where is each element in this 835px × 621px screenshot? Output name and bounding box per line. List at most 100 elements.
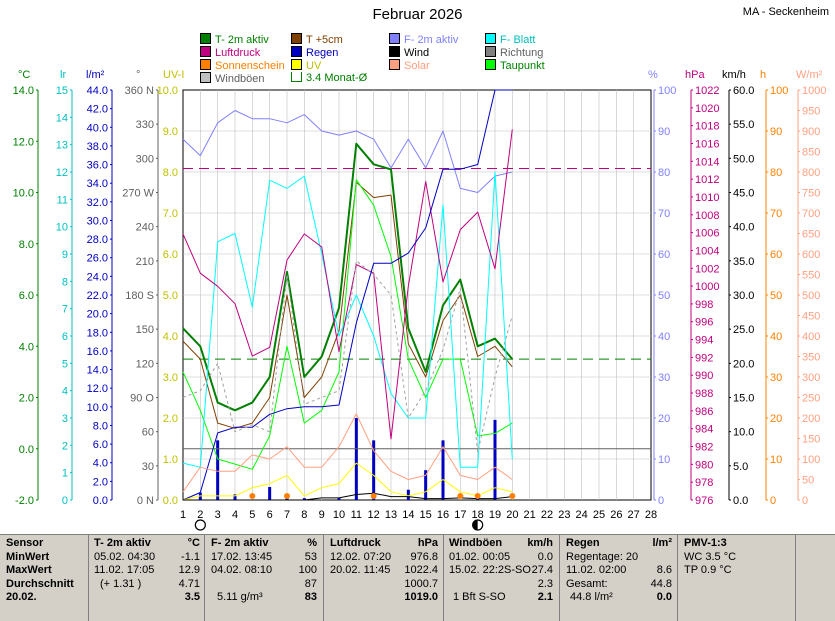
axis-label-solar: 850 — [802, 147, 820, 159]
axis-label-temp: 6.0 — [19, 290, 34, 302]
axis-label-press: 1002 — [695, 263, 719, 275]
axis-label-press: 998 — [695, 299, 713, 311]
legend-label: Wind — [404, 47, 430, 59]
legend-label: Richtung — [500, 47, 544, 59]
legend-item: Solar — [389, 59, 430, 72]
rain-bar — [406, 489, 410, 500]
axis-label-rain: 10.0 — [87, 402, 108, 414]
axis-label-solar: 50 — [802, 475, 814, 487]
axis-label-rain: 0.0 — [93, 495, 108, 507]
axis-label-solar: 950 — [802, 106, 820, 118]
axis-label-lr: 15 — [56, 85, 68, 97]
axis-label-lr: 3 — [62, 413, 68, 425]
pmv-tp: TP 0.9 °C — [684, 564, 732, 576]
axis-label-uv: 10.0 — [157, 85, 178, 97]
x-tick-label: 8 — [301, 509, 307, 521]
legend-swatch — [485, 46, 496, 57]
x-tick-label: 13 — [385, 509, 397, 521]
axis-label-temp: 2.0 — [19, 393, 34, 405]
x-tick-label: 15 — [420, 509, 432, 521]
x-tick-label: 21 — [524, 509, 536, 521]
axis-label-uv: 1.0 — [163, 454, 178, 466]
axis-label-lr: 14 — [56, 112, 68, 124]
summary-table: Sensor MinWert MaxWert Durchschnitt 20.0… — [0, 534, 835, 621]
axis-label-temp: 4.0 — [19, 341, 34, 353]
temp-today: 3.5 — [184, 591, 200, 603]
axis-label-wind: 20.0 — [733, 358, 754, 370]
axis-label-dir: 300 — [136, 153, 154, 165]
legend-item: 3.4 Monat-Ø — [291, 72, 367, 84]
axis-label-rain: 44.0 — [87, 85, 108, 97]
legend-item: Windböen — [200, 72, 265, 85]
axis-label-solar: 900 — [802, 126, 820, 138]
axis-label-hum: 40 — [658, 331, 670, 343]
axis-label-press: 980 — [695, 459, 713, 471]
axis-label-press: 1012 — [695, 174, 719, 186]
temp-header: T- 2m aktiv — [94, 537, 151, 549]
axis-label-press: 976 — [695, 495, 713, 507]
axis-label-solar: 800 — [802, 167, 820, 179]
legend-swatch — [200, 46, 211, 57]
axis-label-hum: 30 — [658, 372, 670, 384]
axis-label-wind: 50.0 — [733, 153, 754, 165]
legend-label: Taupunkt — [500, 60, 545, 72]
x-tick-label: 10 — [333, 509, 345, 521]
axis-label-solar: 500 — [802, 290, 820, 302]
series-line-regen — [182, 89, 513, 501]
legend-item: Regen — [291, 46, 338, 59]
hum-today: 83 — [304, 591, 317, 603]
rain-bar — [302, 498, 306, 500]
axis-label-temp: 0.0 — [19, 444, 34, 456]
axis-label-hum: 0 — [658, 495, 664, 507]
hum-header: F- 2m aktiv — [211, 537, 269, 549]
axis-label-wind: 0.0 — [733, 495, 748, 507]
legend-item: UV — [291, 59, 321, 72]
axis-label-solar: 750 — [802, 188, 820, 200]
axis-label-wind: 60.0 — [733, 85, 754, 97]
axis-label-rain: 14.0 — [87, 365, 108, 377]
axis-label-wind: 15.0 — [733, 393, 754, 405]
axis-label-sun: 50 — [770, 290, 782, 302]
x-tick-label: 6 — [267, 509, 273, 521]
legend-item: Taupunkt — [485, 59, 545, 72]
station-name: MA - Seckenheim — [742, 6, 829, 18]
press-header: Luftdruck — [330, 537, 381, 549]
gust-max-time: 15.02. 22:2S-SO — [449, 564, 531, 576]
axis-label-press: 1010 — [695, 192, 719, 204]
axis-label-sun: 10 — [770, 454, 782, 466]
legend-label: UV — [306, 60, 322, 72]
axis-label-wind: 45.0 — [733, 188, 754, 200]
x-tick-label: 20 — [506, 509, 518, 521]
axis-unit-rain: l/m² — [86, 69, 105, 81]
legend-swatch — [485, 33, 496, 44]
axis-label-hum: 70 — [658, 208, 670, 220]
axis-label-rain: 20.0 — [87, 309, 108, 321]
row-label-today: 20.02. — [6, 591, 37, 603]
hum-avg: 87 — [304, 577, 317, 590]
legend-label: Luftdruck — [215, 47, 261, 59]
axis-label-solar: 600 — [802, 249, 820, 261]
axis-label-rain: 42.0 — [87, 104, 108, 116]
legend-swatch — [200, 59, 211, 70]
x-tick-label: 14 — [402, 509, 414, 521]
summary-col-temp: T- 2m aktiv °C 05.02. 04:30 -1.1 11.02. 17… — [94, 537, 200, 619]
legend-swatch — [389, 46, 400, 57]
summary-col-hum: F- 2m aktiv% 17.02. 13:45 53 04.02. 08:10… — [211, 537, 317, 619]
legend-label: Regen — [306, 47, 339, 59]
legend-item: T +5cm — [291, 33, 343, 46]
legend-item: Richtung — [485, 46, 543, 59]
legend-item: Sonnenschein — [200, 59, 285, 72]
rain-total: 44.8 — [650, 577, 672, 590]
axis-label-sun: 20 — [770, 413, 782, 425]
x-tick-label: 12 — [368, 509, 380, 521]
axis-label-lr: 8 — [62, 276, 68, 288]
axis-label-solar: 0 — [802, 495, 808, 507]
hum-unit: % — [307, 537, 317, 549]
axis-label-wind: 35.0 — [733, 256, 754, 268]
legend-item: Luftdruck — [200, 46, 260, 59]
axis-label-rain: 40.0 — [87, 122, 108, 134]
axis-label-temp: 10.0 — [13, 188, 34, 200]
x-tick-label: 5 — [249, 509, 255, 521]
axis-label-press: 992 — [695, 352, 713, 364]
axis-label-press: 1018 — [695, 121, 719, 133]
